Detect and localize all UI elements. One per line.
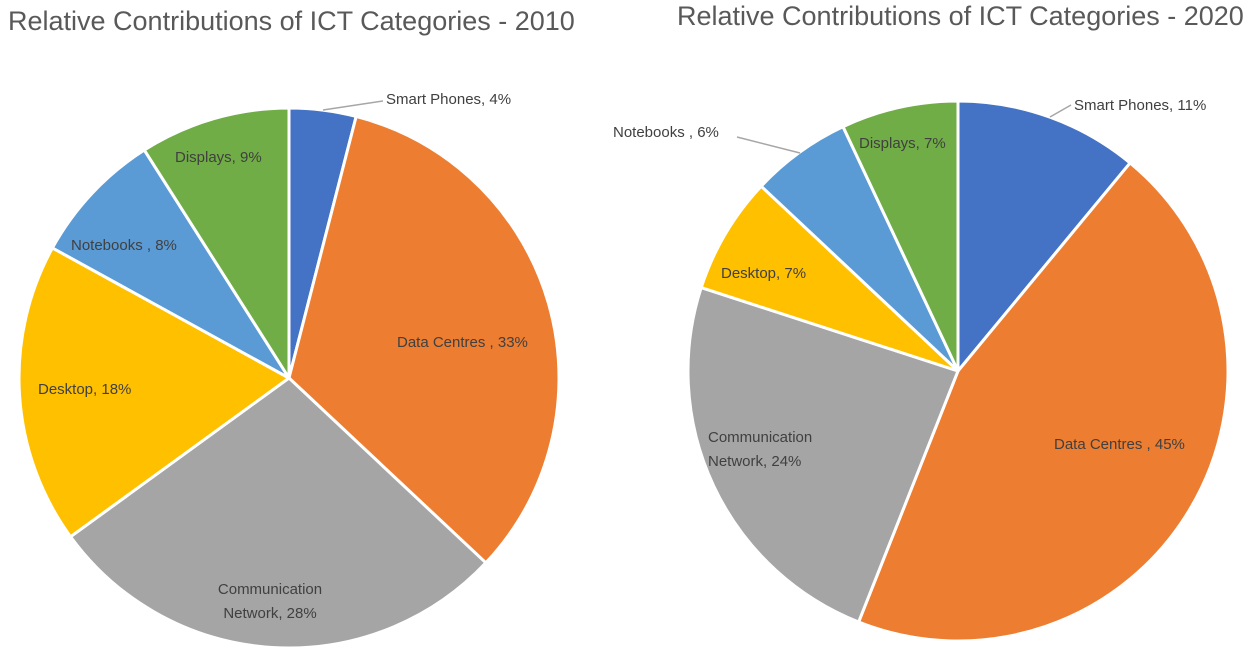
data-label-2020-communication-network: Communication Network, 24% <box>708 429 812 470</box>
data-label-line: Network, 24% <box>708 453 801 470</box>
slice-2010-displays <box>142 106 291 380</box>
data-label-2010-communication-network: Communication Network, 28% <box>218 581 322 622</box>
pie-2020: Smart Phones, 11% Data Centres , 45% Commu… <box>613 97 1230 643</box>
pie-2010: Smart Phones, 4% Data Centres , 33% Commun… <box>17 91 561 650</box>
data-label-2010-smart-phones: Smart Phones, 4% <box>386 91 511 108</box>
data-label-line: Communication <box>708 429 812 446</box>
data-label-2020-displays: Displays, 7% <box>859 135 946 152</box>
data-label-line: Network, 28% <box>223 605 316 622</box>
chart-title-2010: Relative Contributions of ICT Categories… <box>8 6 575 36</box>
data-label-2010-displays: Displays, 9% <box>175 149 262 166</box>
slice-2020-smart-phones <box>956 99 1132 373</box>
leader-line-2020-smart-phones <box>1049 104 1072 118</box>
slice-2010-data-centres <box>287 114 561 565</box>
data-label-2020-data-centres: Data Centres , 45% <box>1054 436 1185 453</box>
leader-line-2010-smart-phones <box>322 100 384 111</box>
chart-title-2020: Relative Contributions of ICT Categories… <box>677 1 1244 31</box>
slice-2010-notebooks <box>50 148 291 380</box>
slice-2020-displays <box>841 99 960 373</box>
data-label-2020-desktop: Desktop, 7% <box>721 265 806 282</box>
slice-2010-desktop <box>17 246 291 539</box>
data-label-line: Communication <box>218 581 322 598</box>
data-label-2010-desktop: Desktop, 18% <box>38 381 131 398</box>
leader-line-2020-notebooks <box>736 136 801 154</box>
data-label-2010-notebooks: Notebooks , 8% <box>71 237 177 254</box>
data-label-2020-notebooks: Notebooks , 6% <box>613 124 719 141</box>
data-label-2010-data-centres: Data Centres , 33% <box>397 334 528 351</box>
slice-2020-data-centres <box>857 161 1230 643</box>
slice-2020-desktop <box>699 184 960 373</box>
slice-2020-communication-network <box>686 286 960 624</box>
slice-2010-communication-network <box>69 376 488 650</box>
data-label-2020-smart-phones: Smart Phones, 11% <box>1074 97 1206 114</box>
